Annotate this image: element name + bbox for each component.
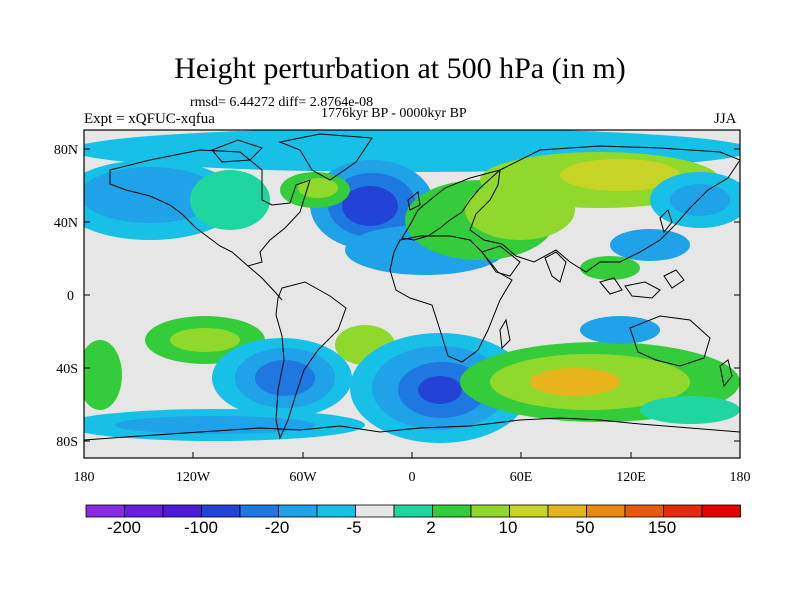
experiment-label: Expt = xQFUC-xqfua <box>84 111 215 127</box>
field-region <box>670 184 730 216</box>
field-region <box>560 159 680 191</box>
longitude-axis <box>83 452 741 458</box>
lon-label-60w: 60W <box>289 470 317 485</box>
lon-label-120w: 120W <box>176 470 211 485</box>
colorbar-swatch <box>355 504 395 518</box>
field-region <box>255 360 315 396</box>
field-region <box>610 229 690 261</box>
colorbar <box>85 504 741 518</box>
latitude-axis <box>84 148 740 442</box>
colorbar-swatch <box>547 504 587 518</box>
lon-label-180w: 180 <box>74 470 95 485</box>
field-region <box>580 316 660 344</box>
lon-label-60e: 60E <box>510 470 533 485</box>
coastlines <box>84 133 740 441</box>
lat-label-80s: 80S <box>56 435 78 450</box>
colorbar-swatch <box>162 504 202 518</box>
colorbar-swatch <box>85 504 125 518</box>
colorbar-swatch <box>663 504 703 518</box>
lat-label-40n: 40N <box>54 216 78 231</box>
lat-label-40s: 40S <box>56 362 78 377</box>
colorbar-swatch <box>201 504 241 518</box>
colorbar-swatch <box>624 504 664 518</box>
colorbar-label: 150 <box>648 518 676 537</box>
lat-label-80n: 80N <box>54 143 78 158</box>
colorbar-swatch <box>509 504 549 518</box>
colorbar-labels: -200 -100 -20 -5 2 10 50 150 <box>107 518 676 537</box>
field-region <box>115 416 315 434</box>
lon-label-120e: 120E <box>616 470 646 485</box>
season-label: JJA <box>714 111 737 127</box>
colorbar-swatch <box>316 504 356 518</box>
colorbar-swatch <box>701 504 741 518</box>
colorbar-label: -100 <box>184 518 218 537</box>
period-text: 1776kyr BP - 0000kyr BP <box>321 106 467 121</box>
lat-label-eq: 0 <box>67 289 74 304</box>
field-region <box>640 396 740 424</box>
lon-label-0: 0 <box>409 470 416 485</box>
field-region <box>298 178 338 198</box>
colorbar-swatch <box>278 504 318 518</box>
height-field <box>84 130 740 458</box>
colorbar-label: 10 <box>499 518 518 537</box>
field-region <box>84 167 220 223</box>
colorbar-swatch <box>124 504 164 518</box>
colorbar-swatch <box>432 504 472 518</box>
field-region <box>342 186 398 226</box>
colorbar-label: 50 <box>576 518 595 537</box>
colorbar-label: -20 <box>265 518 290 537</box>
plot-title: Height perturbation at 500 hPa (in m) <box>174 52 626 85</box>
colorbar-label: -200 <box>107 518 141 537</box>
colorbar-swatch <box>393 504 433 518</box>
colorbar-label: 2 <box>426 518 435 537</box>
stats-text: rmsd= 6.44272 diff= 2.8764e-08 <box>190 95 374 110</box>
field-region <box>84 340 122 410</box>
field-region <box>530 368 620 396</box>
field-region <box>170 328 240 352</box>
colorbar-swatch <box>239 504 279 518</box>
field-region <box>190 170 270 230</box>
colorbar-swatch <box>470 504 510 518</box>
colorbar-label: -5 <box>346 518 361 537</box>
colorbar-swatch <box>586 504 626 518</box>
lon-label-180e: 180 <box>730 470 751 485</box>
field-region <box>580 256 640 280</box>
field-region <box>418 376 462 404</box>
